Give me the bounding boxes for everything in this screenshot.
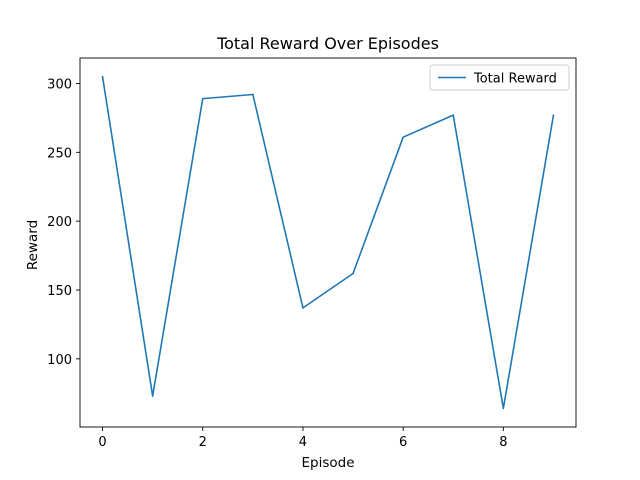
data-point-0-7 (452, 114, 455, 116)
data-point-0-4 (302, 307, 304, 309)
plot-area (101, 75, 555, 410)
x-tick-label: 4 (299, 435, 307, 450)
y-tick-label: 250 (47, 146, 72, 161)
data-point-0-2 (201, 97, 204, 100)
y-tick-label: 150 (47, 284, 72, 299)
data-point-0-6 (402, 136, 404, 138)
x-tick-label: 2 (199, 435, 207, 450)
data-point-0-3 (252, 93, 254, 96)
y-tick-label: 100 (47, 353, 72, 368)
chart-title: Total Reward Over Episodes (216, 34, 439, 53)
data-point-0-1 (151, 395, 154, 397)
x-tick-label: 0 (98, 435, 106, 450)
series-line-0 (101, 76, 555, 410)
data-point-0-9 (552, 114, 555, 116)
x-axis-label: Episode (301, 455, 354, 471)
data-point-0-0 (101, 75, 104, 78)
x-tick-label: 6 (399, 435, 407, 450)
data-point-0-5 (352, 272, 354, 275)
legend-label-0: Total Reward (473, 72, 557, 87)
legend-box (429, 64, 570, 91)
axes-frame (79, 57, 577, 428)
y-axis-label: Reward (25, 220, 41, 270)
y-tick-label: 300 (47, 77, 72, 92)
legend: Total Reward (429, 64, 570, 91)
data-point-0-8 (502, 407, 505, 410)
axes: 0 2 4 6 8 100 150 200 250 300 (47, 57, 577, 450)
y-tick-label: 200 (47, 215, 72, 230)
x-tick-label: 8 (499, 435, 507, 450)
